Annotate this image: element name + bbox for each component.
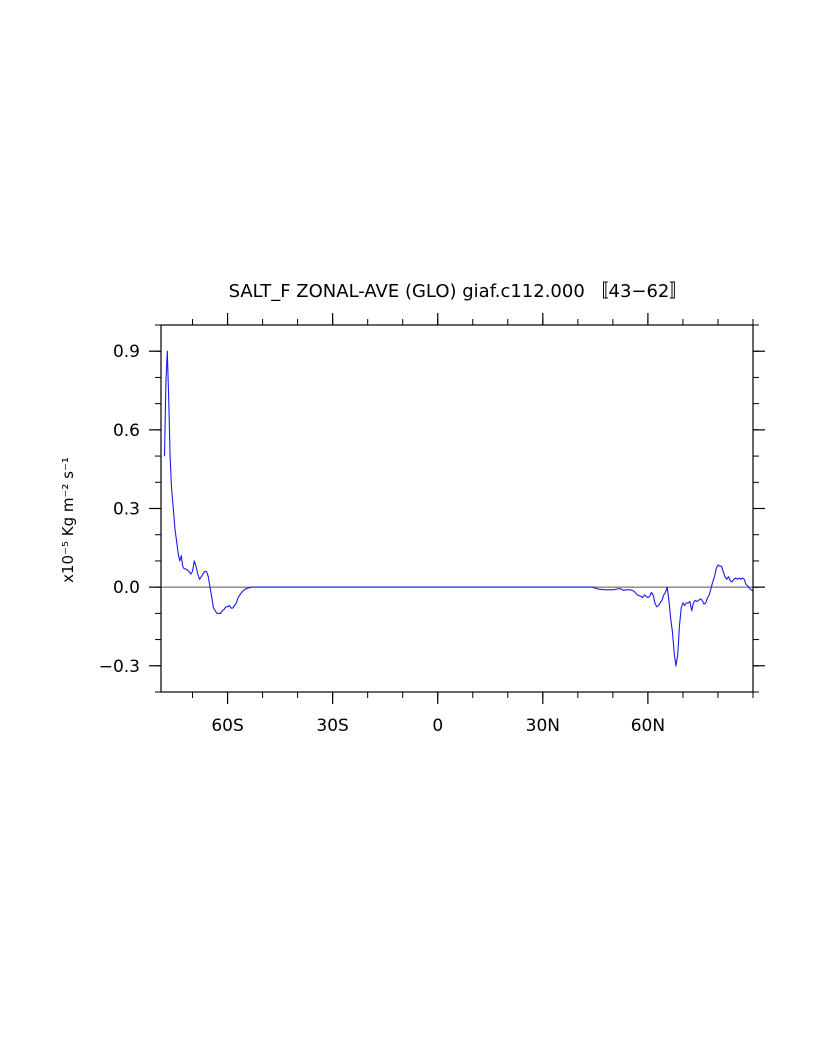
tick-label-layer: 60S 30S 0 30N 60N −0.3 0.0 0.3 0.6 0.9 (99, 342, 665, 736)
x-tick-label: 60N (631, 716, 665, 736)
chart-title: SALT_F ZONAL-AVE (GLO) giaf.c112.000 〚43… (229, 281, 688, 302)
y-axis-label: x10⁻⁵ Kg m⁻² s⁻¹ (59, 457, 77, 583)
x-tick-label: 60S (211, 716, 243, 736)
y-tick-label: 0.3 (113, 500, 140, 520)
y-tick-label: 0.9 (113, 342, 140, 362)
y-tick-label: −0.3 (99, 657, 140, 677)
series-line (163, 350, 754, 667)
y-tick-label: 0.0 (113, 578, 140, 598)
x-tick-label: 0 (432, 716, 443, 736)
plot-frame (160, 324, 754, 693)
x-tick-label: 30N (526, 716, 560, 736)
x-tick-label: 30S (316, 716, 348, 736)
series-layer (163, 350, 754, 667)
y-tick-label: 0.6 (113, 421, 140, 441)
axes-layer (160, 324, 754, 693)
tick-layer (149, 313, 765, 704)
